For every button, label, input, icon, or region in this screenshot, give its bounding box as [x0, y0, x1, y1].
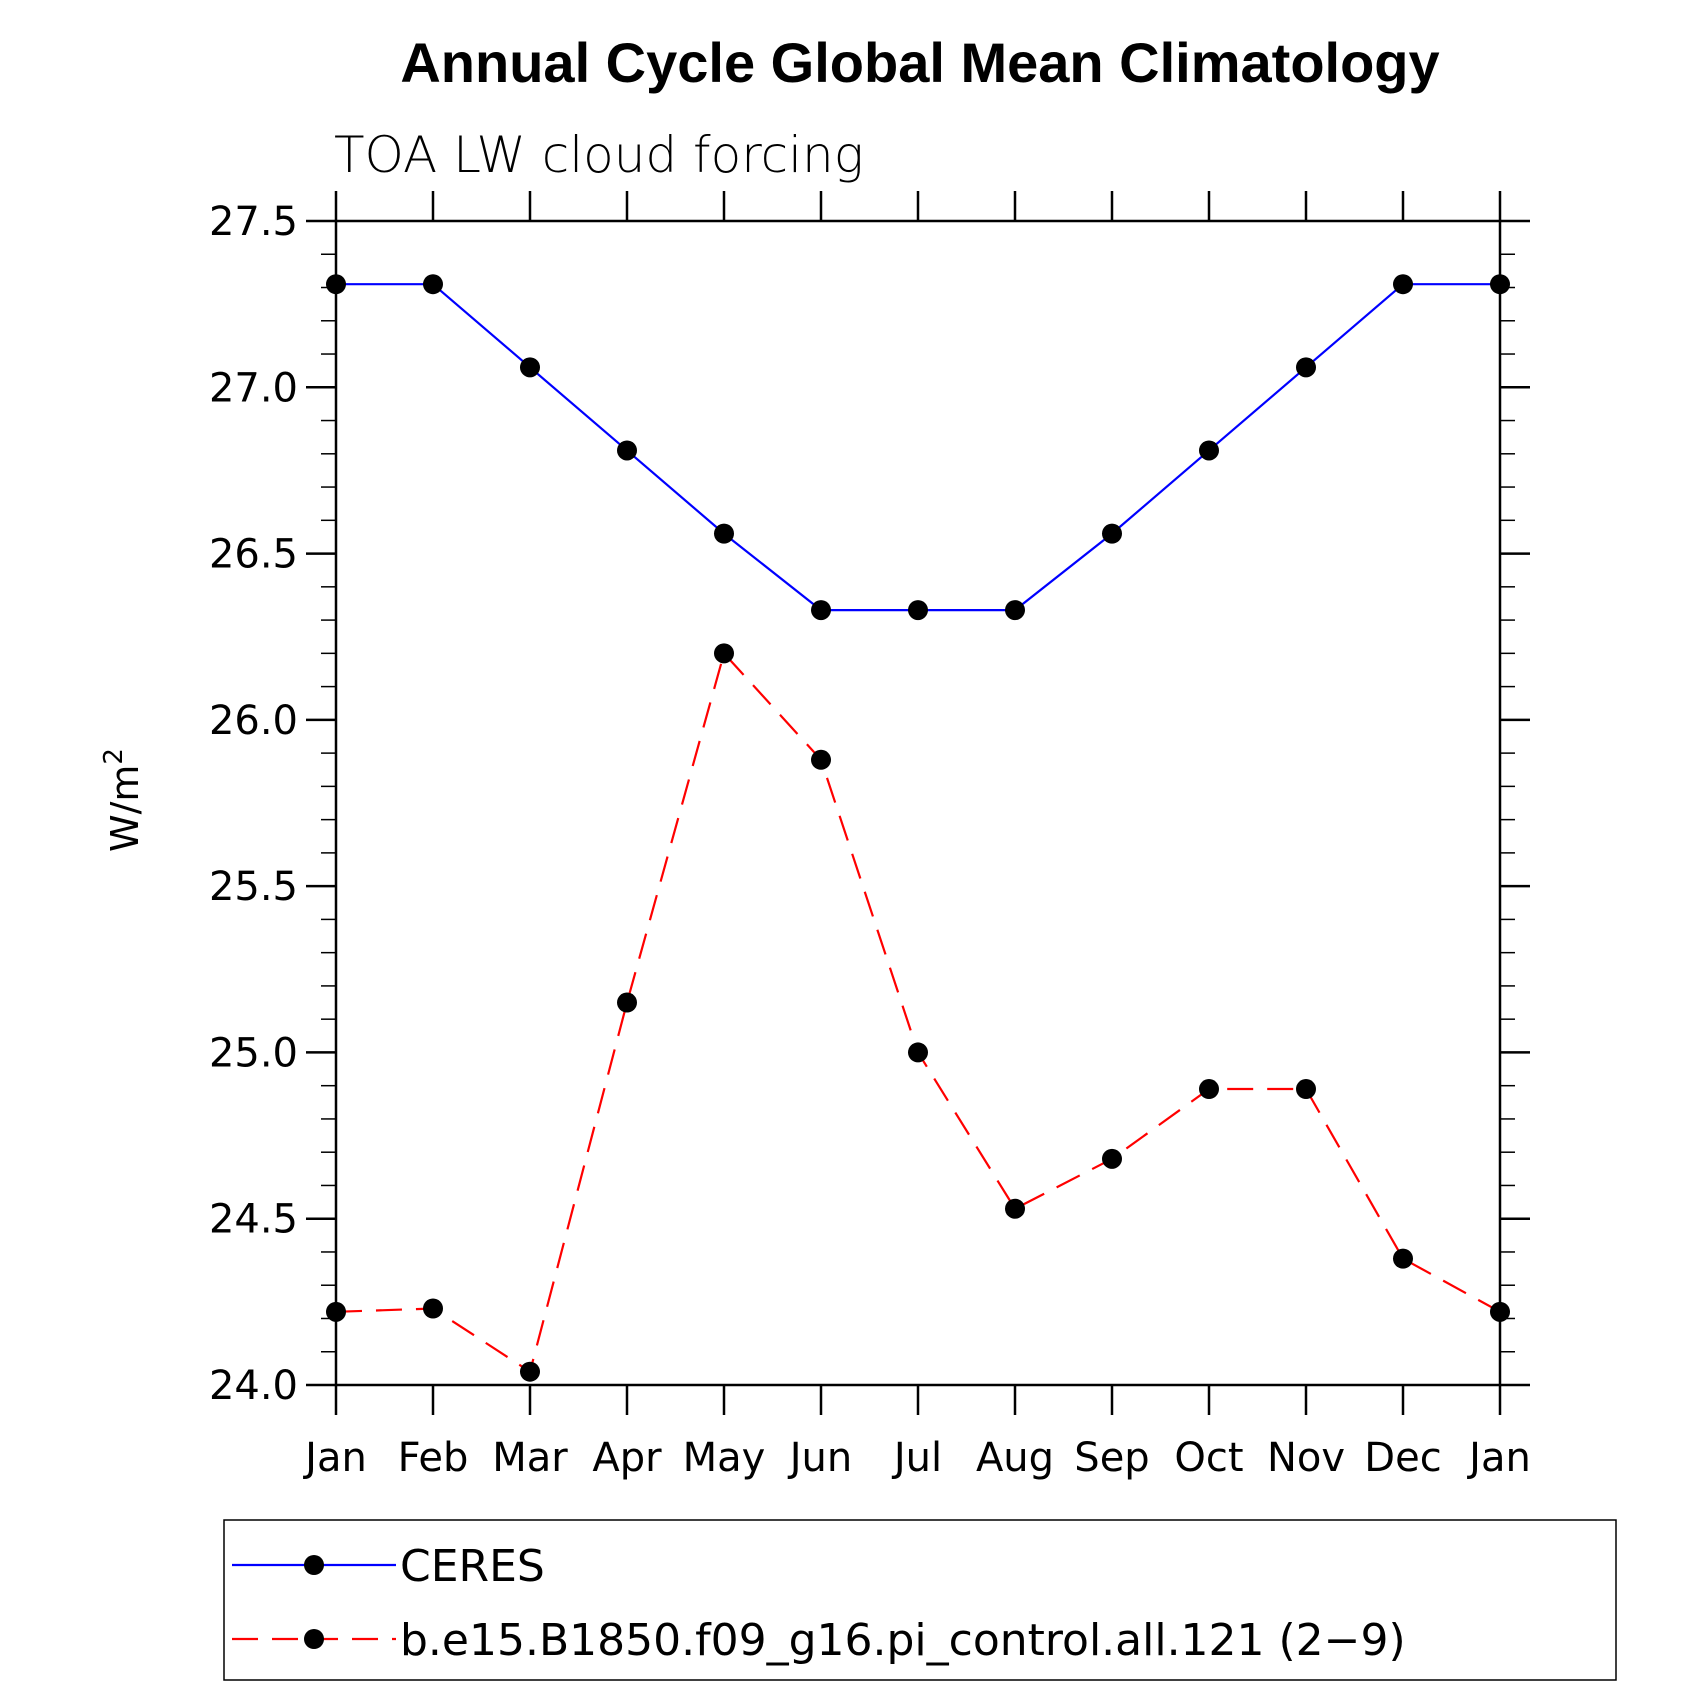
y-axis-label-base: W/m: [103, 765, 147, 852]
series-1-point: [1199, 1079, 1219, 1100]
series-1-point: [1005, 1198, 1025, 1219]
series-0-point: [1393, 274, 1413, 295]
series-1-point: [908, 1042, 928, 1063]
legend-swatch-marker-1: [304, 1629, 324, 1649]
series-0-point: [908, 600, 928, 621]
x-tick-label: Apr: [592, 1435, 662, 1481]
series-0-point: [423, 274, 443, 295]
series-layer: [326, 274, 1510, 1382]
series-1-point: [617, 992, 637, 1013]
legend-box: [223, 1519, 1617, 1681]
x-tick-label: Dec: [1364, 1435, 1441, 1481]
series-1-point: [1296, 1079, 1316, 1100]
series-line-0: [336, 283, 1500, 612]
series-0-point: [617, 440, 637, 461]
y-tick-label: 27.5: [209, 199, 298, 245]
chart-title: Annual Cycle Global Mean Climatology: [400, 31, 1439, 94]
y-tick-label: 26.0: [209, 698, 298, 744]
x-tick-label: Oct: [1174, 1435, 1243, 1481]
legend-label-1: b.e15.B1850.f09_g16.pi_control.all.121 (…: [400, 1615, 1406, 1666]
y-tick-label: 25.0: [209, 1030, 298, 1076]
x-tick-label: Mar: [492, 1435, 568, 1481]
series-1-point: [1393, 1248, 1413, 1269]
x-tick-label: Jan: [302, 1435, 367, 1481]
series-0-point: [1199, 440, 1219, 461]
series-0-point: [714, 523, 734, 544]
series-0-point: [326, 274, 346, 295]
series-0-point: [520, 357, 540, 378]
x-tick-label: Nov: [1267, 1435, 1345, 1481]
y-tick-label: 27.0: [209, 365, 298, 411]
x-tick-label: Feb: [398, 1435, 469, 1481]
chart-subtitle: TOA LW cloud forcing: [334, 126, 864, 184]
x-tick-label: May: [683, 1435, 766, 1481]
y-axis-label: W/m2: [99, 748, 147, 852]
series-1-point: [423, 1298, 443, 1319]
axes: 24.0 24.5 25.0 25.5 26.0 26.5 27.0 27.5 Jan Feb Ma…: [209, 191, 1531, 1481]
series-1-point: [520, 1361, 540, 1382]
x-tick-label: Jul: [891, 1435, 942, 1481]
series-0-point: [1490, 274, 1510, 295]
series-1-point: [1490, 1301, 1510, 1322]
y-tick-label: 26.5: [209, 532, 298, 578]
series-1-point: [1102, 1148, 1122, 1169]
x-tick-label: Jun: [787, 1435, 853, 1481]
series-0-point: [1296, 357, 1316, 378]
y-axis-label-superscript: 2: [99, 748, 129, 765]
y-tick-label: 24.5: [209, 1197, 298, 1243]
legend-swatch-marker-0: [304, 1555, 324, 1575]
y-tick-label: 25.5: [209, 864, 298, 910]
y-tick-label: 24.0: [209, 1363, 298, 1409]
x-tick-label: Jan: [1466, 1435, 1531, 1481]
series-0-point: [1005, 600, 1025, 621]
series-1-point: [714, 643, 734, 664]
plot-frame: [334, 219, 1502, 1387]
series-0-point: [1102, 523, 1122, 544]
x-tick-label: Aug: [976, 1435, 1054, 1481]
x-tick-label: Sep: [1074, 1435, 1149, 1481]
series-line-1: [335, 651, 1501, 1374]
legend: CERES b.e15.B1850.f09_g16.pi_control.all.…: [232, 1541, 1406, 1666]
series-0-point: [811, 600, 831, 621]
legend-label-0: CERES: [400, 1541, 545, 1592]
series-1-point: [326, 1301, 346, 1322]
series-1-point: [811, 749, 831, 770]
